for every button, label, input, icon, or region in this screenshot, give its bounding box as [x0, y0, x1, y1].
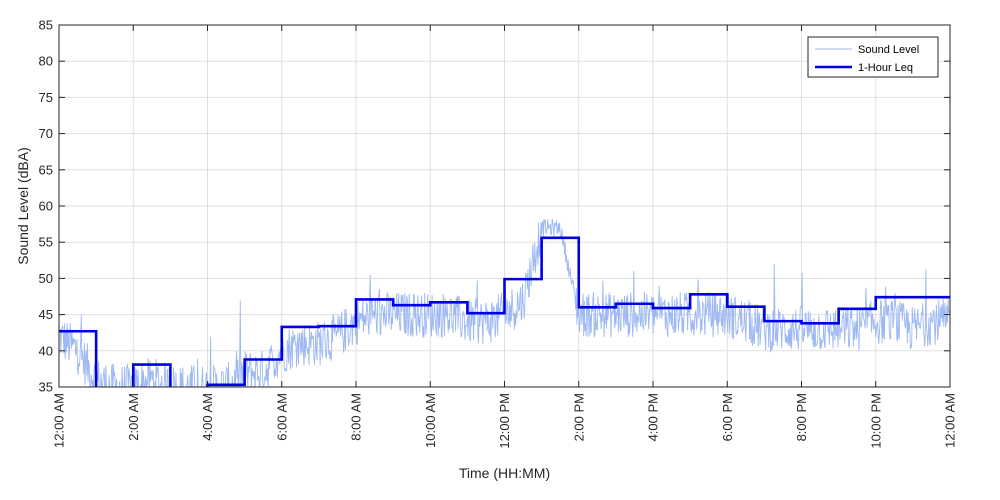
y-tick-label: 80: [39, 54, 53, 69]
y-tick-label: 65: [39, 162, 53, 177]
x-tick-label: 2:00 AM: [126, 393, 141, 441]
x-tick-label: 8:00 AM: [349, 393, 364, 441]
y-tick-label: 35: [39, 380, 53, 395]
y-tick-label: 60: [39, 199, 53, 214]
x-tick-label: 6:00 PM: [720, 393, 735, 441]
y-tick-label: 75: [39, 90, 53, 105]
legend: Sound Level 1-Hour Leq: [807, 36, 939, 78]
x-tick-label: 2:00 PM: [571, 393, 586, 441]
y-tick-label: 45: [39, 307, 53, 322]
x-tick-label: 12:00 PM: [497, 393, 512, 449]
y-tick-label: 70: [39, 126, 53, 141]
x-tick-label: 6:00 AM: [274, 393, 289, 441]
x-tick-label: 10:00 PM: [868, 393, 883, 449]
y-tick-label: 50: [39, 271, 53, 286]
legend-box: [807, 36, 939, 78]
y-tick-label: 85: [39, 18, 53, 33]
y-tick-label: 55: [39, 235, 53, 250]
legend-label-leq: 1-Hour Leq: [858, 62, 913, 74]
axis-ticks: [58, 24, 951, 388]
x-tick-label: 12:00 AM: [52, 393, 67, 448]
x-tick-label: 4:00 PM: [646, 393, 661, 441]
y-tick-label: 40: [39, 343, 53, 358]
tick-labels: 35 40 45 50 55 60 65 70 75 80 85 12:00 AM 2:00 AM 4:0…: [39, 18, 958, 449]
y-axis-label: Sound Level (dBA): [15, 147, 31, 265]
legend-label-sound-level: Sound Level: [858, 44, 919, 56]
x-axis-label: Time (HH:MM): [459, 465, 550, 481]
x-tick-label: 8:00 PM: [794, 393, 809, 441]
x-tick-label: 4:00 AM: [200, 393, 215, 441]
x-tick-label: 10:00 AM: [423, 393, 438, 448]
x-tick-label: 12:00 AM: [943, 393, 958, 448]
